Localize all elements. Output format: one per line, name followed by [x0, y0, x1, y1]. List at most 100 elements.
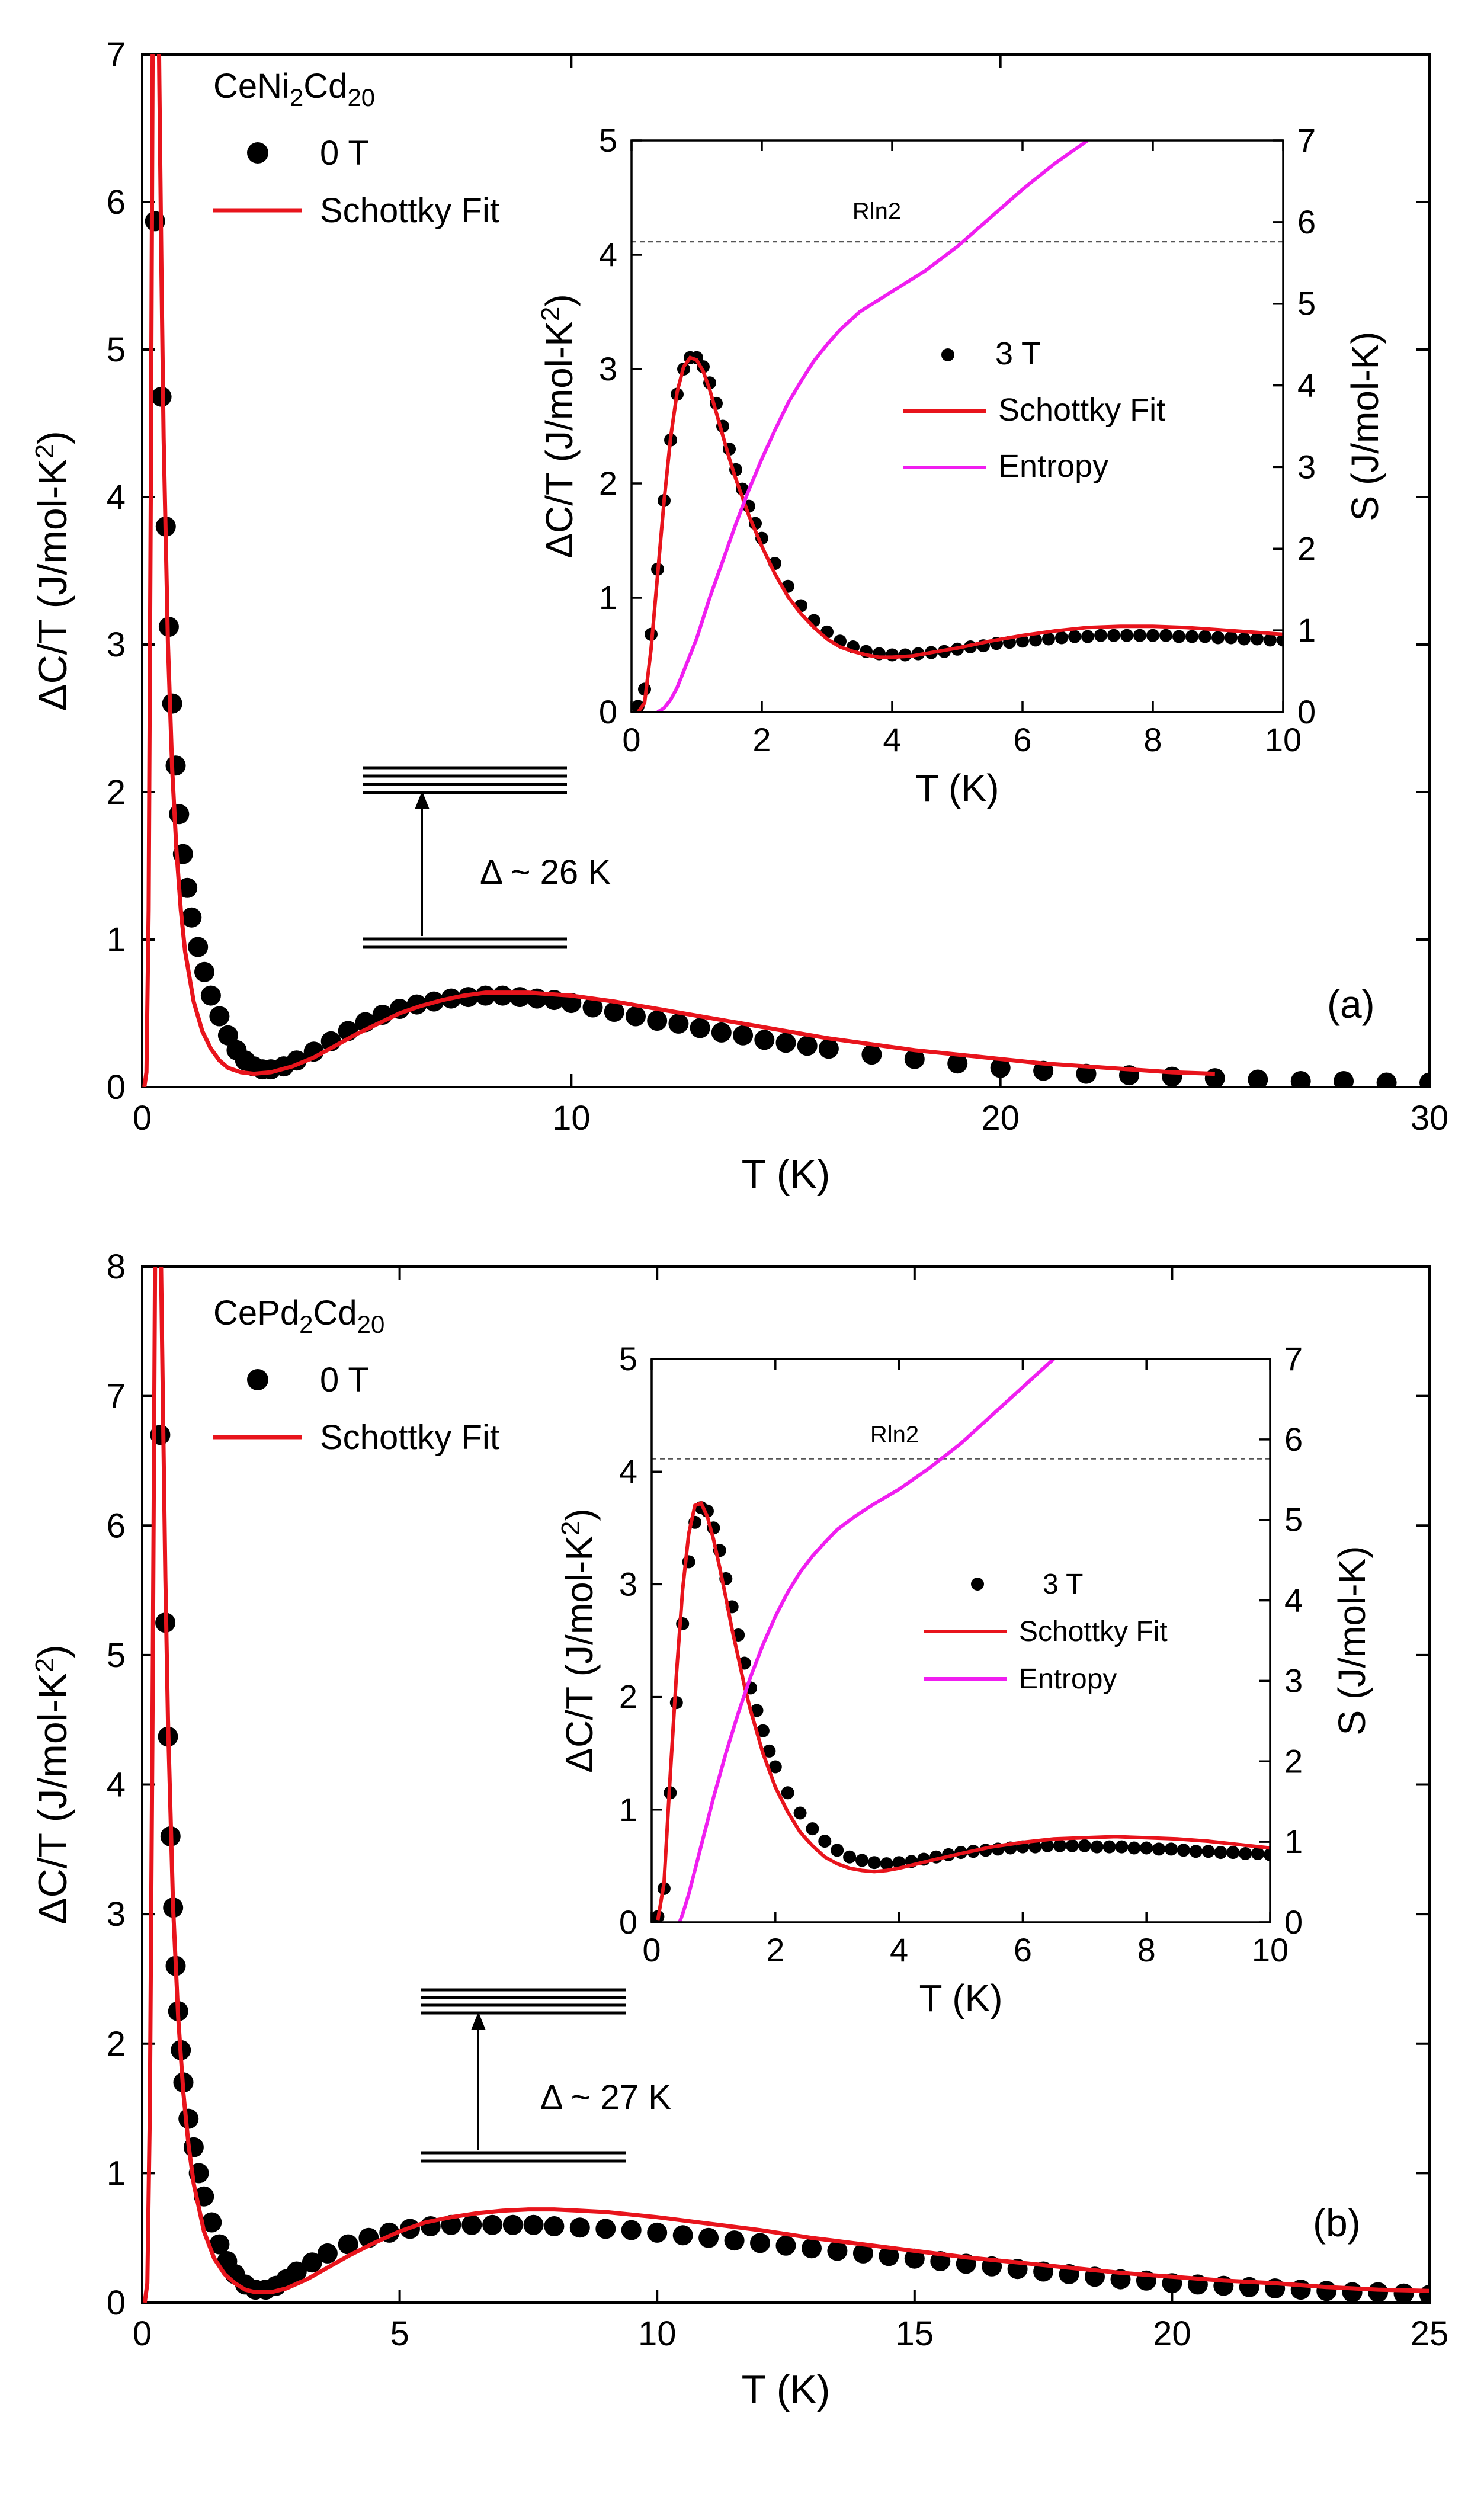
inset-data-point-3T	[1094, 629, 1107, 642]
inset-y2-tick-label: 3	[1297, 448, 1316, 485]
data-point-0T	[461, 2214, 482, 2235]
legend-label-fit: Schottky Fit	[320, 191, 499, 230]
inset-data-point-3T	[1226, 1846, 1240, 1860]
inset-y2-tick-label: 4	[1284, 1582, 1303, 1619]
inset-y2-axis-label: S (J/mol-K)	[1331, 1546, 1373, 1736]
inset-data-point-3T	[1120, 629, 1133, 642]
inset-x-tick-label: 8	[1143, 721, 1162, 758]
data-point-0T	[724, 2230, 745, 2251]
x-tick-label: 10	[552, 1099, 591, 1137]
inset-data-point-3T	[1239, 1847, 1252, 1860]
inset-y-tick-label: 3	[599, 350, 617, 387]
x-tick-label: 10	[638, 2314, 677, 2353]
y-tick-label: 7	[107, 1377, 126, 1416]
main-plot-area	[142, 54, 1429, 1087]
gap-annotation: Δ ~ 26 K	[480, 853, 611, 892]
data-point-0T	[1290, 1071, 1311, 1087]
inset-data-point-3T	[1081, 630, 1094, 643]
x-tick-label: 0	[133, 1099, 152, 1137]
inset-data-point-3T	[1065, 1839, 1079, 1852]
inset-x-axis-label: T (K)	[915, 767, 999, 809]
inset-legend-label-entropy: Entropy	[1019, 1663, 1117, 1695]
data-point-0T	[754, 1030, 775, 1050]
data-point-0T	[200, 985, 221, 1006]
inset-data-point-3T	[1165, 1842, 1178, 1856]
data-point-0T	[492, 985, 513, 1006]
data-point-0T	[177, 877, 198, 898]
inset-y2-tick-label: 2	[1297, 530, 1316, 567]
data-point-0T	[595, 2219, 616, 2239]
data-point-0T	[621, 2220, 642, 2240]
x-axis-label: T (K)	[742, 1152, 831, 1197]
y-tick-label: 4	[107, 1766, 126, 1804]
inset-plot-frame	[630, 139, 1284, 713]
y-axis-label: ΔC/T (J/mol-K2)	[30, 431, 75, 711]
inset-data-point-3T	[1185, 630, 1198, 643]
inset-y2-tick-label: 3	[1284, 1662, 1303, 1699]
gap-annotation: Δ ~ 27 K	[540, 2078, 671, 2117]
data-point-0T	[775, 1033, 796, 1053]
inset-data-point-3T	[1172, 630, 1185, 643]
data-point-0T	[217, 1025, 238, 1046]
inset-data-point-3T	[1042, 632, 1055, 646]
data-point-0T	[209, 2234, 230, 2255]
legend-label-0T: 0 T	[320, 1361, 369, 1399]
inset-plot-area	[632, 140, 1283, 712]
inset-data-point-3T	[1189, 1845, 1203, 1858]
inset-data-point-3T	[690, 351, 703, 364]
data-point-0T	[668, 1013, 689, 1034]
inset-background	[632, 140, 1283, 712]
inset-y-tick-label: 5	[599, 121, 617, 159]
inset-y-tick-label: 0	[619, 1903, 637, 1941]
inset-x-tick-label: 6	[1014, 1931, 1032, 1969]
data-point-0T	[1342, 2282, 1363, 2303]
data-point-0T	[750, 2233, 770, 2253]
legend-marker-0T	[247, 142, 268, 164]
inset-data-point-3T	[1029, 633, 1042, 647]
inset-data-point-3T	[843, 1850, 857, 1864]
inset-data-point-3T	[762, 1744, 776, 1758]
y-tick-label: 6	[107, 1506, 126, 1545]
inset-data-point-3T	[1251, 632, 1264, 646]
inset-y-tick-label: 4	[619, 1453, 637, 1490]
inset-data-point-3T	[831, 1844, 844, 1857]
inset-x-tick-label: 10	[1252, 1931, 1289, 1969]
inset-y-axis-label: ΔC/T (J/mol-K2)	[536, 294, 581, 558]
y-tick-label: 1	[107, 2154, 126, 2192]
inset-x-tick-label: 2	[752, 721, 771, 758]
y-tick-label: 6	[107, 183, 126, 222]
data-point-0T	[827, 2240, 848, 2261]
data-point-0T	[802, 2238, 822, 2259]
y-tick-label: 4	[107, 478, 126, 517]
y-tick-label: 1	[107, 921, 126, 959]
panel-label: (b)	[1313, 2201, 1361, 2245]
inset-data-point-3T	[756, 1724, 770, 1737]
data-point-0T	[733, 1025, 754, 1046]
inset-data-point-3T	[1198, 630, 1211, 643]
inset-data-point-3T	[1159, 629, 1172, 642]
inset-y2-tick-label: 6	[1284, 1421, 1303, 1458]
inset-y2-tick-label: 2	[1284, 1742, 1303, 1780]
data-point-0T	[904, 1049, 925, 1069]
inset-legend-label-3T: 3 T	[1043, 1569, 1083, 1600]
inset-y-tick-label: 1	[619, 1791, 637, 1828]
y-tick-label: 2	[107, 2025, 126, 2063]
data-point-0T	[1316, 2281, 1337, 2301]
entropy-line	[656, 140, 1089, 712]
inset-y2-tick-label: 0	[1284, 1903, 1303, 1941]
data-point-0T	[852, 2243, 873, 2264]
x-tick-label: 20	[1153, 2314, 1191, 2353]
inset-data-point-3T	[886, 648, 899, 662]
data-point-0T	[1204, 1068, 1225, 1087]
data-point-0T	[509, 987, 530, 1008]
inset-data-point-3T	[1055, 631, 1068, 645]
data-point-0T	[482, 2214, 503, 2235]
x-tick-label: 30	[1411, 1099, 1449, 1137]
material-label: CeNi2Cd20	[213, 67, 375, 111]
schottky-fit-line	[142, 1267, 1429, 2303]
inset-y2-tick-label: 1	[1297, 611, 1316, 649]
inset-data-point-3T	[1211, 631, 1225, 645]
